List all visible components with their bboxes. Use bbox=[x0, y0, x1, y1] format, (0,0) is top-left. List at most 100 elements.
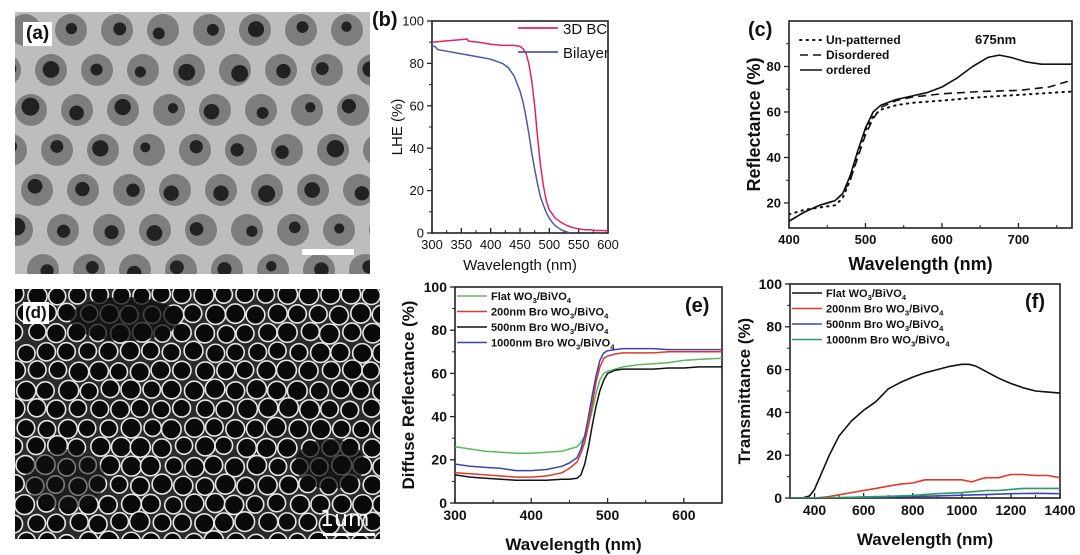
y-tick-label: 60 bbox=[767, 105, 781, 120]
sem-a-pore-shadow bbox=[75, 181, 90, 197]
legend-label: Disordered bbox=[826, 48, 889, 62]
sem-d-pore bbox=[98, 341, 119, 362]
sem-d-pore bbox=[163, 495, 183, 515]
sem-d-pore bbox=[352, 420, 371, 439]
sem-d-pore bbox=[195, 476, 215, 497]
sem-d-pore bbox=[46, 513, 67, 534]
sem-d-pore bbox=[371, 494, 380, 515]
sem-a-pore-shadow bbox=[258, 185, 276, 203]
series-line-1000nm-bro-wo3-bivo4 bbox=[455, 347, 722, 472]
x-tick-label: 800 bbox=[901, 502, 925, 518]
sem-d-pore bbox=[371, 304, 380, 325]
panel-label-e: (e) bbox=[685, 295, 709, 317]
sem-d-pore bbox=[246, 454, 268, 476]
sem-d-pore bbox=[298, 398, 321, 421]
sem-d-pore bbox=[214, 435, 234, 456]
sem-d-pore bbox=[267, 341, 287, 361]
legend-subscript: 3 bbox=[570, 312, 574, 321]
sem-d-pore bbox=[226, 532, 246, 539]
panel-label-f: (f) bbox=[1025, 291, 1045, 313]
sem-d-pore bbox=[16, 418, 36, 438]
sem-d-pore bbox=[56, 341, 77, 362]
legend-label: Flat WO3/BiVO4 bbox=[491, 291, 572, 305]
sem-d-pore bbox=[37, 419, 57, 439]
sem-d-pore bbox=[77, 418, 97, 438]
sem-d-pore bbox=[90, 399, 110, 419]
scale-bar-a bbox=[302, 249, 354, 255]
sem-d-pore bbox=[268, 531, 288, 539]
y-tick-label: 80 bbox=[767, 59, 781, 74]
sem-d-pore bbox=[265, 416, 287, 438]
sem-d-pore bbox=[331, 494, 352, 515]
sem-d-pore bbox=[203, 455, 224, 476]
sem-d-pore bbox=[150, 359, 171, 381]
sem-d-pore bbox=[78, 341, 98, 361]
sem-d-pore bbox=[88, 514, 108, 535]
sem-a-pore-shadow bbox=[104, 225, 119, 240]
sem-d-pore bbox=[298, 289, 320, 306]
x-tick-label: 700 bbox=[1008, 232, 1030, 247]
legend-subscript: 4 bbox=[939, 309, 944, 318]
sem-d-pore bbox=[371, 342, 380, 364]
chart-panel-e: 300 400 500 600 0 20 40 60 80 100 Wavelength (nm) D… bbox=[399, 279, 723, 554]
sem-d-pore bbox=[15, 493, 36, 516]
series-line-un-patterned bbox=[789, 90, 1072, 216]
legend-text: 1000nm Bro WO bbox=[826, 335, 911, 347]
sem-d-pore bbox=[213, 512, 235, 533]
sem-a-pore-shadow bbox=[246, 225, 258, 237]
plot-frame bbox=[789, 283, 1061, 499]
sem-d-pore bbox=[225, 418, 246, 440]
sem-a-pore-shadow bbox=[217, 262, 232, 274]
sem-d-pore bbox=[362, 511, 380, 532]
sem-d-pore bbox=[298, 512, 318, 532]
sem-d-pore bbox=[257, 397, 279, 419]
legend-label: 200nm Bro WO3/BiVO4 bbox=[491, 307, 609, 321]
sem-d-pore bbox=[373, 531, 380, 539]
y-tick-label: 100 bbox=[424, 279, 448, 295]
sem-d-pore bbox=[15, 397, 26, 420]
sem-d-pore bbox=[15, 436, 24, 456]
sem-d-pore bbox=[266, 380, 287, 401]
legend-label: 500nm Bro WO3/BiVO4 bbox=[491, 322, 609, 336]
sem-d-pore bbox=[319, 399, 340, 419]
sem-d-pore bbox=[15, 289, 25, 305]
sem-d-pore bbox=[182, 303, 203, 324]
legend-label: 1000nm Bro WO3/BiVO4 bbox=[826, 335, 950, 349]
sem-a-pore-shadow bbox=[15, 141, 18, 151]
sem-d-pore bbox=[287, 303, 308, 324]
sem-d-pore bbox=[161, 379, 182, 400]
sem-d-pore bbox=[151, 473, 173, 495]
sem-d-pore bbox=[268, 457, 288, 477]
y-tick-label: 80 bbox=[410, 56, 424, 71]
sem-d-pore bbox=[38, 531, 57, 539]
sem-d-pore bbox=[129, 475, 151, 497]
sem-image-a: (a) bbox=[15, 12, 370, 274]
sem-a-pore-shadow bbox=[213, 185, 229, 201]
legend-subscript: 4 bbox=[604, 327, 609, 336]
series-line-flat-wo3-bivo4 bbox=[790, 363, 1060, 498]
series-line-3d-bc bbox=[432, 38, 608, 232]
legend-text: 500nm Bro WO bbox=[826, 319, 905, 331]
sem-d-pore bbox=[214, 289, 234, 304]
y-tick-label: 60 bbox=[410, 98, 424, 113]
legend-text: /BiVO bbox=[574, 307, 604, 319]
sem-a-pore-shadow bbox=[92, 140, 109, 157]
sem-d-pore bbox=[100, 378, 121, 399]
legend-text: 200nm Bro WO bbox=[826, 304, 905, 316]
sem-d-shadow-patch bbox=[25, 449, 105, 509]
plot-frame bbox=[454, 286, 723, 504]
sem-d-pore bbox=[340, 289, 362, 305]
sem-d-pore bbox=[318, 323, 341, 345]
sem-d-pore bbox=[79, 381, 99, 401]
sem-a-pore bbox=[369, 224, 370, 236]
sem-a-pore-shadow bbox=[113, 22, 127, 36]
sem-a-pore-shadow bbox=[167, 103, 179, 114]
sem-d-pore bbox=[278, 474, 299, 495]
sem-a-pore-shadow bbox=[126, 265, 142, 274]
sem-d-pore bbox=[247, 533, 265, 539]
sem-d-pore bbox=[161, 342, 182, 363]
sem-d-pore bbox=[46, 399, 67, 420]
sem-d-pore bbox=[195, 361, 216, 382]
x-axis-label: Wavelength (nm) bbox=[857, 530, 993, 549]
sem-d-pore bbox=[310, 494, 331, 515]
